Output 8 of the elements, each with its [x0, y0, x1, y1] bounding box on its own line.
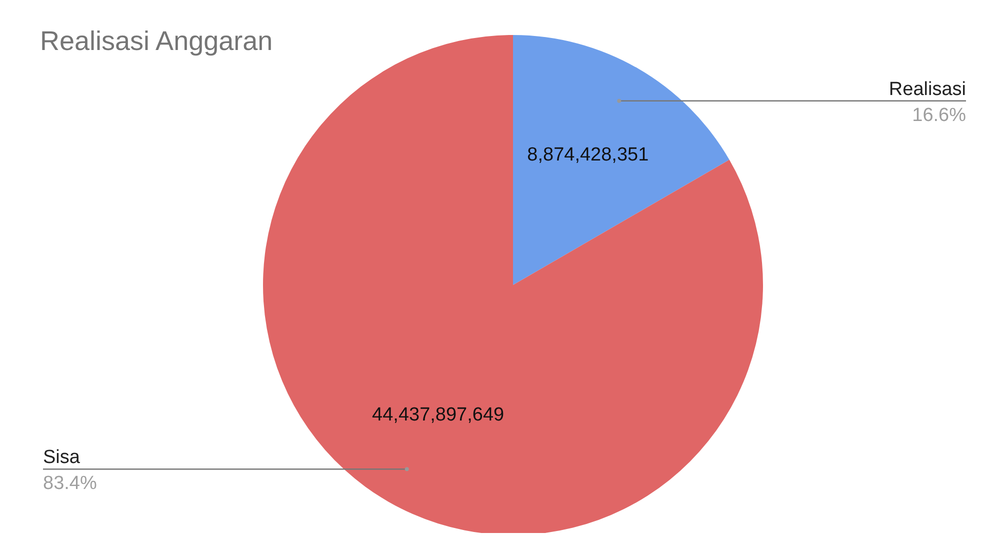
- pie-slice: [513, 35, 730, 285]
- chart-title: Realisasi Anggaran: [40, 26, 273, 57]
- text: 83.4%: [43, 473, 97, 494]
- slice-label: Realisasi: [888, 78, 966, 100]
- slice-label: Sisa: [43, 447, 80, 468]
- data-label: 8,874,428,351: [527, 144, 649, 166]
- text: 16.6%: [912, 104, 966, 126]
- data-label: 44,437,897,649: [372, 404, 504, 426]
